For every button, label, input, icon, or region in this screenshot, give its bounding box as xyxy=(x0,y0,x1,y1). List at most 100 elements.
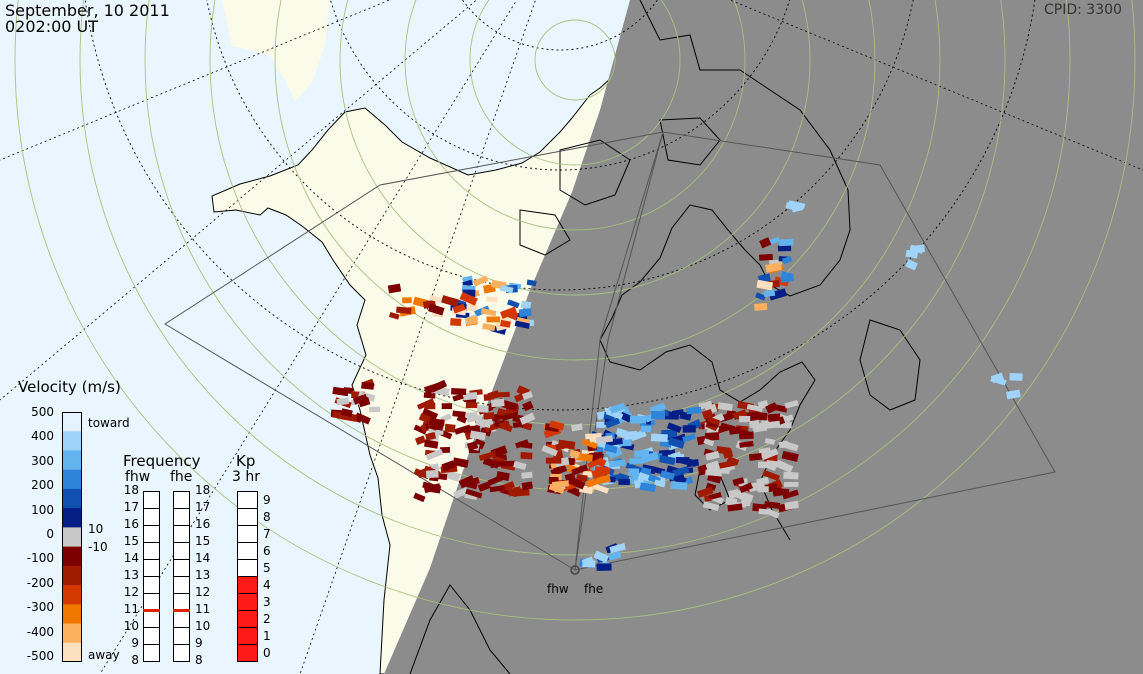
frequency-cell xyxy=(173,508,190,526)
velocity-cell xyxy=(765,262,782,273)
frequency-cell xyxy=(173,542,190,560)
velocity-cell xyxy=(501,399,519,412)
velocity-cell xyxy=(466,441,479,451)
velocity-cell xyxy=(775,459,794,474)
frequency-cell xyxy=(143,542,160,560)
night-shade xyxy=(384,0,1143,674)
velocity-cell xyxy=(413,492,426,503)
velocity-cell xyxy=(507,299,520,309)
velocity-cell xyxy=(514,320,530,329)
velocity-cell xyxy=(618,478,630,486)
velocity-cell xyxy=(456,414,468,424)
velocity-cell xyxy=(594,466,611,474)
velocity-cell xyxy=(477,481,491,492)
velocity-cell xyxy=(705,450,720,461)
velocity-colorbar xyxy=(62,412,82,662)
latitude-circles xyxy=(84,0,1036,411)
velocity-cell xyxy=(727,489,740,499)
velocity-cell xyxy=(425,432,437,441)
velocity-cell xyxy=(735,490,754,503)
frequency-tick-fhe: 17 xyxy=(195,500,211,514)
velocity-cell xyxy=(748,419,760,429)
velocity-cell xyxy=(478,451,496,461)
velocity-cell xyxy=(705,460,720,472)
velocity-cell xyxy=(768,288,787,301)
velocity-cell xyxy=(416,398,435,410)
velocity-cell xyxy=(707,473,722,484)
velocity-cell xyxy=(571,464,589,476)
velocity-cell xyxy=(354,412,371,425)
velocity-title: Velocity (m/s) xyxy=(18,378,121,396)
frequency-bars xyxy=(143,491,190,662)
velocity-cell xyxy=(477,405,489,413)
velocity-cell xyxy=(498,391,510,398)
velocity-tick: -100 xyxy=(26,551,54,566)
velocity-cell xyxy=(451,388,467,396)
velocity-cell xyxy=(1009,373,1023,381)
velocity-scatter xyxy=(330,200,1023,571)
velocity-cell xyxy=(452,410,466,418)
velocity-cell xyxy=(698,400,713,410)
velocity-cell xyxy=(707,416,720,426)
frequency-cell xyxy=(143,644,160,662)
velocity-color-step xyxy=(62,546,82,567)
velocity-cell xyxy=(423,392,436,399)
velocity-cell xyxy=(659,455,676,466)
frequency-tick-fhw: 9 xyxy=(131,636,139,650)
velocity-cell xyxy=(757,486,769,493)
velocity-cell xyxy=(541,444,558,457)
velocity-cell xyxy=(452,303,466,314)
velocity-cell xyxy=(783,481,799,488)
velocity-cell xyxy=(761,448,779,460)
frequency-tick-fhw: 17 xyxy=(123,500,139,514)
velocity-cell xyxy=(724,496,738,507)
velocity-cell xyxy=(550,464,568,477)
velocity-cell xyxy=(752,411,768,421)
velocity-tick: -300 xyxy=(26,600,54,615)
velocity-cell xyxy=(520,452,533,460)
velocity-cell xyxy=(651,410,666,420)
velocity-color-step xyxy=(62,642,82,662)
velocity-cell xyxy=(781,450,799,462)
velocity-cell xyxy=(483,412,495,420)
velocity-cell xyxy=(782,489,799,500)
velocity-tick: -400 xyxy=(26,624,54,639)
frequency-cell xyxy=(173,627,190,645)
frequency-tick-fhw: 13 xyxy=(123,568,139,582)
velocity-cell xyxy=(764,501,781,509)
velocity-cell xyxy=(499,319,511,328)
kp-tick: 8 xyxy=(263,509,271,524)
frequency-tick-fhe: 14 xyxy=(195,551,211,565)
kp-cell xyxy=(237,559,258,577)
velocity-cell xyxy=(500,460,516,467)
velocity-cell xyxy=(708,492,722,501)
velocity-cell xyxy=(521,481,533,491)
velocity-cell xyxy=(608,459,626,468)
velocity-cell xyxy=(668,411,680,420)
velocity-cell xyxy=(587,457,604,469)
velocity-cell xyxy=(388,311,400,320)
kp-tick: 2 xyxy=(263,611,271,626)
date-label: September, 10 2011 xyxy=(5,1,170,20)
velocity-cell xyxy=(764,438,776,445)
kp-cell xyxy=(237,644,258,662)
velocity-cell xyxy=(479,427,492,437)
velocity-cell xyxy=(521,471,533,479)
velocity-cell xyxy=(762,469,780,482)
kp-title: Kp xyxy=(236,452,256,470)
velocity-cell xyxy=(628,468,640,476)
velocity-cell xyxy=(748,453,763,461)
velocity-cell xyxy=(629,457,644,465)
velocity-cell xyxy=(571,423,583,432)
kp-cell xyxy=(237,610,258,628)
radar-fov xyxy=(164,131,1056,571)
velocity-cell xyxy=(686,459,700,468)
velocity-cell xyxy=(672,465,690,477)
velocity-cell xyxy=(763,289,776,298)
velocity-cell xyxy=(459,291,478,306)
velocity-cell xyxy=(496,471,510,481)
velocity-color-step xyxy=(62,565,82,586)
kp-tick: 0 xyxy=(263,645,271,660)
frequency-cell xyxy=(173,644,190,662)
